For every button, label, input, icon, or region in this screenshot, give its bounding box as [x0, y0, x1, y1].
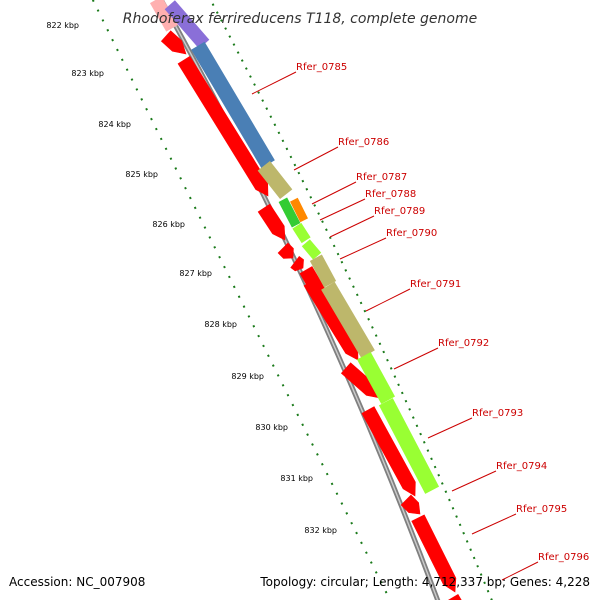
tick-label: 830 kbp: [255, 423, 288, 432]
gene-label: Rfer_0796: [538, 552, 589, 563]
blue-feature: [191, 41, 275, 169]
cds-arrow-rfer-0786: [177, 55, 269, 197]
gene-label: Rfer_0795: [516, 504, 567, 515]
features-layer: [149, 0, 462, 600]
cds-arrow-rfer-0791: [303, 277, 359, 361]
tick-label: 823 kbp: [71, 69, 104, 78]
gene-leader-line: [319, 198, 366, 221]
tick-label: 827 kbp: [179, 269, 212, 278]
cds-arrow-rfer-0788: [277, 242, 294, 259]
inner-tick-ring: [91, 0, 392, 600]
accession-text: Accession: NC_007908: [9, 575, 145, 589]
green-feature: [278, 197, 301, 228]
gene-leader-line: [427, 417, 473, 439]
gene-label: Rfer_0785: [296, 62, 347, 73]
gene-leader-line: [311, 181, 357, 205]
gene-leader-line: [329, 215, 375, 238]
khaki-feature-1: [257, 160, 293, 200]
gene-leader-line: [293, 146, 339, 171]
cds-arrow-rfer-0796: [448, 594, 462, 600]
gene-label: Rfer_0791: [410, 279, 461, 290]
gene-label: Rfer_0788: [365, 189, 416, 200]
gene-label: Rfer_0792: [438, 338, 489, 349]
gene-label: Rfer_0794: [496, 461, 547, 472]
orange-feature: [290, 197, 308, 223]
lime-feature-2: [301, 239, 322, 260]
map-title: Rhodoferax ferrireducens T118, complete …: [123, 11, 477, 27]
lime-feature-1: [292, 222, 311, 244]
gene-label: Rfer_0789: [374, 206, 425, 217]
gene-leader-line: [251, 71, 297, 95]
cds-arrow-rfer-0787: [257, 203, 286, 241]
tick-label: 831 kbp: [280, 474, 313, 483]
cds-arrow-rfer-0785: [160, 30, 187, 55]
cds-arrow-rfer-0795: [411, 514, 457, 593]
labels-layer: Rfer_0785 Rfer_0786 Rfer_0787 Rfer_0788 Rfer…: [251, 62, 589, 581]
gene-leader-line: [365, 288, 411, 312]
cds-arrow-rfer-0789: [290, 255, 304, 272]
cds-arrow-rfer-0793: [361, 406, 416, 497]
cds-arrow-rfer-0794: [400, 494, 421, 515]
gene-leader-line: [471, 513, 517, 535]
gene-leader-line: [393, 347, 439, 370]
gene-label: Rfer_0787: [356, 172, 407, 183]
khaki-feature-2: [309, 254, 337, 288]
gene-label: Rfer_0790: [386, 228, 437, 239]
tick-label: 832 kbp: [304, 526, 337, 535]
khaki-feature-3: [321, 281, 375, 359]
purple-feature: [164, 0, 210, 49]
tick-label: 826 kbp: [152, 220, 185, 229]
lime-feature-3: [357, 352, 395, 404]
topology-text: Topology: circular; Length: 4,712,337 bp…: [259, 575, 590, 589]
gene-leader-line: [501, 561, 539, 581]
tick-label: 829 kbp: [231, 372, 264, 381]
lime-feature-4: [378, 398, 440, 494]
gene-label: Rfer_0793: [472, 408, 523, 419]
outer-tick-ring: [209, 0, 493, 600]
pink-feature: [149, 0, 179, 32]
tick-label: 824 kbp: [98, 120, 131, 129]
tick-label: 825 kbp: [125, 170, 158, 179]
tick-label: 828 kbp: [204, 320, 237, 329]
gene-leader-line: [339, 237, 387, 260]
tick-label: 822 kbp: [46, 21, 79, 30]
gene-label: Rfer_0786: [338, 137, 389, 148]
gene-leader-line: [451, 470, 497, 492]
ticks-layer: 822 kbp 823 kbp 824 kbp 825 kbp 826 kbp 827 k…: [46, 21, 337, 535]
